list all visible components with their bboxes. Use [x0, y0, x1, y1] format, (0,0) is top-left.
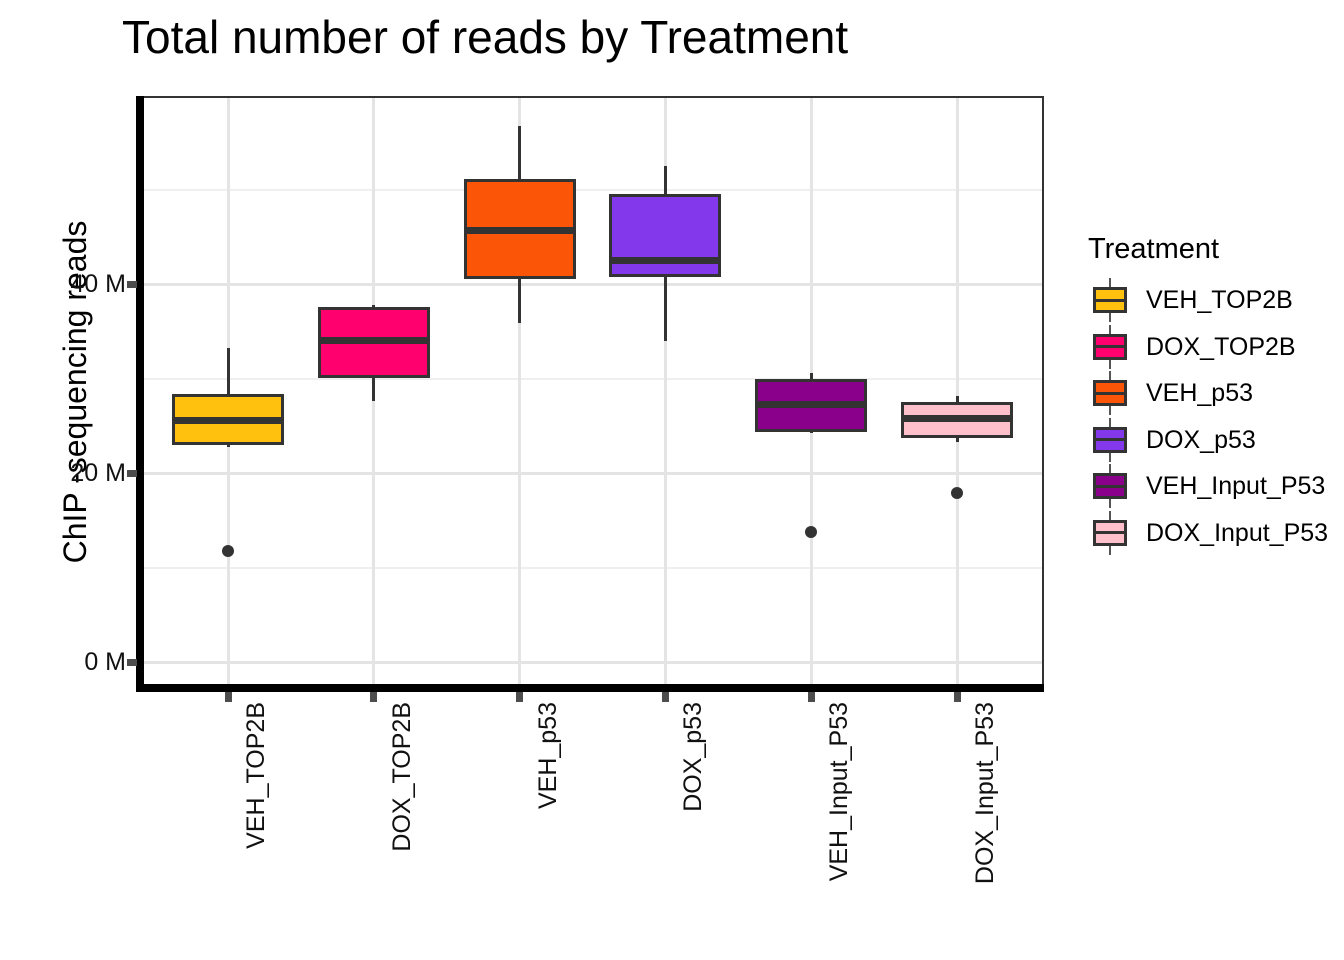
- outlier-VEH_TOP2B: [222, 545, 234, 558]
- median-DOX_TOP2B: [317, 337, 430, 345]
- panel-border-right: [1042, 96, 1044, 688]
- y-tickmark: [127, 658, 137, 666]
- x-tick-label: DOX_p53: [679, 702, 789, 812]
- gridline-minor: [140, 188, 1044, 191]
- whisker-upper-DOX_p53: [663, 165, 667, 197]
- whisker-lower-VEH_TOP2B: [226, 442, 230, 448]
- gridline-major: [140, 471, 1044, 475]
- legend-key-box: [1093, 380, 1127, 406]
- median-DOX_p53: [609, 256, 722, 264]
- legend-item-label: VEH_TOP2B: [1146, 286, 1293, 314]
- box-DOX_p53: [609, 194, 722, 278]
- legend-key-box: [1093, 287, 1127, 313]
- x-axis-line: [136, 684, 1044, 692]
- legend-key-DOX_TOP2B: [1092, 324, 1128, 369]
- whisker-upper-VEH_TOP2B: [226, 348, 230, 396]
- legend-key-VEH_p53: [1092, 371, 1128, 415]
- legend-key-median: [1096, 438, 1124, 441]
- legend-key-DOX_p53: [1092, 417, 1128, 462]
- x-tick-label-text: VEH_p53: [533, 702, 562, 810]
- gridline-minor: [140, 566, 1044, 569]
- median-VEH_TOP2B: [172, 416, 284, 424]
- outlier-DOX_Input_P53: [951, 486, 963, 499]
- whisker-lower-VEH_p53: [518, 277, 522, 323]
- legend-item-label: VEH_Input_P53: [1146, 472, 1326, 500]
- y-axis-line: [136, 96, 144, 692]
- gridline-minor: [140, 377, 1044, 380]
- legend-key-box: [1093, 333, 1127, 360]
- gridline-vertical: [518, 96, 522, 688]
- legend-key-VEH_TOP2B: [1092, 278, 1128, 322]
- x-tickmark: [661, 692, 669, 702]
- x-tick-label-text: DOX_p53: [679, 702, 708, 812]
- y-tick-label: 40 M: [70, 270, 126, 298]
- whisker-lower-DOX_Input_P53: [955, 436, 959, 442]
- legend-item-label: DOX_Input_P53: [1146, 518, 1329, 547]
- x-tickmark: [224, 692, 232, 702]
- gridline-vertical: [955, 96, 959, 688]
- x-tickmark: [370, 692, 378, 702]
- plot-panel: [140, 96, 1044, 688]
- x-tick-label: VEH_p53: [534, 702, 641, 809]
- x-tickmark: [516, 692, 524, 702]
- legend-key-median: [1096, 391, 1124, 395]
- whisker-upper-VEH_Input_P53: [809, 372, 813, 382]
- median-VEH_Input_P53: [755, 400, 868, 408]
- legend-key-median: [1096, 531, 1124, 534]
- legend-key-DOX_Input_P53: [1092, 510, 1128, 555]
- median-VEH_p53: [463, 226, 576, 234]
- y-tick-label: 20 M: [70, 459, 126, 487]
- gridline-major: [140, 660, 1044, 664]
- whisker-lower-DOX_TOP2B: [372, 376, 376, 402]
- gridline-vertical: [663, 96, 667, 688]
- legend-key-VEH_Input_P53: [1092, 464, 1128, 508]
- x-tick-label-text: VEH_TOP2B: [242, 702, 270, 849]
- legend-item-label: VEH_p53: [1146, 379, 1254, 407]
- x-tick-label-text: VEH_Input_P53: [825, 702, 854, 882]
- whisker-upper-DOX_Input_P53: [955, 396, 959, 405]
- legend-key-median: [1096, 298, 1124, 302]
- whisker-lower-DOX_p53: [663, 275, 667, 341]
- legend-title: Treatment: [1088, 233, 1220, 265]
- legend-item-label: DOX_p53: [1146, 425, 1256, 454]
- outlier-VEH_Input_P53: [805, 525, 818, 538]
- panel-border-top: [140, 96, 1044, 98]
- x-tickmark: [807, 692, 815, 702]
- legend-key-box: [1093, 426, 1127, 453]
- y-tickmark: [127, 469, 137, 477]
- x-tick-label-text: DOX_Input_P53: [971, 702, 999, 885]
- gridline-major: [140, 282, 1044, 286]
- legend-item-label: DOX_TOP2B: [1146, 332, 1296, 361]
- x-tick-label: DOX_TOP2B: [388, 702, 538, 852]
- median-DOX_Input_P53: [901, 414, 1013, 422]
- legend-key-box: [1093, 519, 1127, 546]
- whisker-upper-VEH_p53: [518, 126, 522, 182]
- x-tickmark: [953, 692, 961, 702]
- x-tick-label-text: DOX_TOP2B: [387, 702, 416, 852]
- y-tick-label: 0 M: [84, 648, 126, 676]
- y-tickmark: [127, 280, 137, 288]
- legend-key-median: [1096, 484, 1124, 488]
- legend-key-box: [1093, 473, 1127, 499]
- chart-title: Total number of reads by Treatment: [122, 11, 849, 63]
- legend-key-median: [1096, 345, 1124, 348]
- x-tick-label: VEH_TOP2B: [242, 702, 389, 849]
- x-tick-label: DOX_Input_P53: [971, 702, 1153, 884]
